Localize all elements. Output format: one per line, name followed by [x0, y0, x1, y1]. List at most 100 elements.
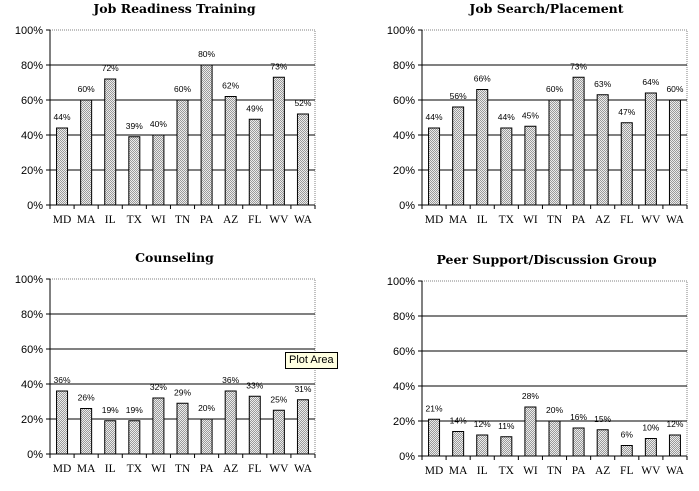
data-label: 6% — [621, 430, 634, 440]
y-tick-label: 60% — [21, 95, 43, 107]
y-tick-label: 60% — [393, 346, 415, 358]
data-label: 19% — [102, 405, 119, 415]
y-tick-label: 40% — [21, 379, 43, 391]
x-tick-label: IL — [477, 465, 488, 477]
x-tick-label: TN — [175, 214, 191, 226]
bar — [620, 445, 633, 457]
bar — [272, 76, 285, 206]
data-label: 36% — [54, 375, 71, 385]
bar — [224, 390, 237, 455]
y-tick-label: 80% — [21, 309, 43, 321]
data-label: 60% — [546, 84, 563, 94]
data-label: 73% — [570, 61, 587, 71]
bar — [452, 106, 465, 206]
bar — [104, 420, 117, 455]
data-label: 73% — [270, 61, 287, 71]
x-tick-label: WA — [294, 463, 313, 475]
data-label: 28% — [522, 391, 539, 401]
x-tick-label: MA — [449, 465, 468, 477]
y-tick-label: 40% — [393, 381, 415, 393]
data-label: 44% — [54, 112, 71, 122]
bar — [500, 436, 513, 457]
x-tick-label: TN — [547, 465, 563, 477]
x-tick-label: PA — [572, 214, 586, 226]
x-tick-label: AZ — [223, 463, 238, 475]
data-label: 19% — [126, 405, 143, 415]
data-label: 60% — [78, 84, 95, 94]
bar — [548, 99, 561, 206]
x-tick-label: AZ — [223, 214, 238, 226]
bar — [668, 434, 681, 457]
bar — [452, 431, 465, 457]
y-tick-label: 20% — [393, 165, 415, 177]
bar — [128, 136, 141, 206]
x-tick-label: AZ — [595, 214, 610, 226]
bar — [176, 402, 189, 455]
data-label: 62% — [222, 81, 239, 91]
bar — [224, 96, 237, 206]
x-tick-label: TN — [547, 214, 563, 226]
x-tick-label: MD — [53, 463, 72, 475]
x-tick-label: FL — [248, 214, 261, 226]
y-tick-label: 80% — [393, 311, 415, 323]
data-label: 10% — [642, 423, 659, 433]
x-tick-label: WV — [641, 214, 661, 226]
data-label: 72% — [102, 63, 119, 73]
x-tick-label: MA — [77, 463, 96, 475]
x-tick-label: WV — [269, 463, 289, 475]
y-tick-label: 100% — [15, 274, 43, 286]
x-tick-label: TX — [127, 463, 143, 475]
bar — [56, 127, 69, 206]
bar — [524, 406, 537, 457]
chart-title: Counseling — [135, 250, 214, 265]
bar — [152, 134, 165, 206]
chart-title: Job Readiness Training — [92, 1, 255, 16]
x-tick-label: WV — [641, 465, 661, 477]
y-tick-label: 60% — [393, 95, 415, 107]
x-tick-label: FL — [620, 214, 633, 226]
data-label: 47% — [618, 107, 635, 117]
chart-peer-support: Peer Support/Discussion Group 0% 20% 40% 60%… — [387, 252, 688, 477]
x-tick-label: IL — [477, 214, 488, 226]
data-label: 80% — [198, 49, 215, 59]
data-label: 60% — [174, 84, 191, 94]
bar — [620, 122, 633, 206]
x-tick-label: FL — [248, 463, 261, 475]
data-label: 44% — [426, 112, 443, 122]
y-tick-label: 80% — [21, 60, 43, 72]
chart-title: Peer Support/Discussion Group — [436, 252, 656, 267]
x-tick-label: PA — [200, 463, 214, 475]
y-tick-label: 20% — [393, 416, 415, 428]
x-tick-label: WI — [523, 465, 538, 477]
data-label: 21% — [426, 403, 443, 413]
bar — [152, 397, 165, 455]
bar — [572, 427, 585, 457]
data-label: 31% — [294, 384, 311, 394]
data-label: 20% — [198, 403, 215, 413]
x-tick-label: MD — [53, 214, 72, 226]
plot-area-tooltip: Plot Area — [285, 352, 338, 369]
bar — [272, 409, 285, 455]
x-tick-label: WV — [269, 214, 289, 226]
x-tick-label: WI — [151, 214, 166, 226]
data-label: 49% — [246, 103, 263, 113]
bar — [200, 64, 213, 206]
x-tick-label: TX — [127, 214, 143, 226]
bar — [176, 99, 189, 206]
y-tick-label: 100% — [15, 25, 43, 37]
x-tick-label: WI — [523, 214, 538, 226]
data-label: 11% — [498, 421, 515, 431]
y-tick-label: 100% — [387, 25, 415, 37]
x-tick-label: WI — [151, 463, 166, 475]
x-tick-label: AZ — [595, 465, 610, 477]
x-tick-label: IL — [105, 214, 116, 226]
x-tick-label: MA — [77, 214, 96, 226]
bar — [428, 127, 441, 206]
bar — [56, 390, 69, 455]
data-label: 20% — [546, 405, 563, 415]
x-tick-label: TX — [499, 465, 515, 477]
x-tick-label: PA — [572, 465, 586, 477]
x-tick-label: PA — [200, 214, 214, 226]
data-label: 36% — [222, 375, 239, 385]
y-tick-label: 20% — [21, 414, 43, 426]
